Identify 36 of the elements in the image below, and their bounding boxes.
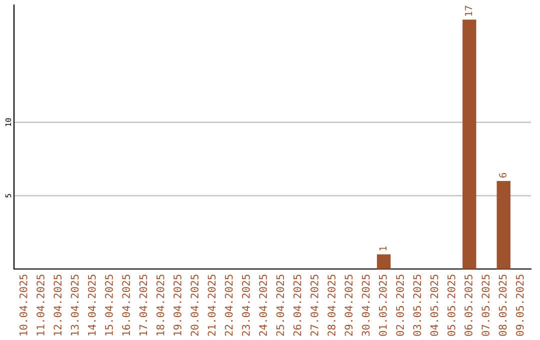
x-tick-label: 22.04.2025: [224, 274, 233, 336]
x-tick-label: 23.04.2025: [242, 274, 250, 336]
data-label: 6: [499, 173, 506, 178]
x-tick-label: 18.04.2025: [156, 274, 164, 336]
x-tick-label: 11.04.2025: [36, 274, 44, 336]
x-tick-label: 28.04.2025: [328, 274, 336, 336]
x-tick-label: 02.05.2025: [396, 274, 404, 336]
x-tick-label: 17.04.2025: [139, 274, 148, 336]
data-label: 1: [379, 246, 386, 250]
x-tick-label: 30.04.2025: [362, 274, 370, 336]
x-tick-label: 15.04.2025: [105, 274, 113, 336]
x-tick-label: 12.04.2025: [54, 274, 62, 336]
x-tick-label: 29.04.2025: [344, 274, 353, 336]
x-tick-label: 03.05.2025: [413, 274, 422, 336]
x-tick-label: 24.04.2025: [259, 274, 267, 336]
x-tick-label: 19.04.2025: [174, 274, 182, 336]
bar: [462, 20, 476, 269]
x-tick-label: 16.04.2025: [122, 274, 130, 336]
x-tick-label: 20.04.2025: [190, 274, 199, 336]
x-tick-label: 25.04.2025: [276, 274, 284, 336]
x-tick-label: 27.04.2025: [310, 274, 318, 336]
x-tick-label: 04.05.2025: [430, 274, 438, 336]
x-tick-label: 06.05.2025: [464, 274, 472, 336]
x-tick-label: 26.04.2025: [293, 274, 302, 336]
bar: [376, 254, 391, 269]
data-label: 17: [464, 6, 472, 16]
x-tick-label: 13.04.2025: [70, 274, 79, 336]
x-tick-label: 21.04.2025: [208, 274, 216, 336]
x-tick-label: 14.04.2025: [88, 274, 96, 336]
x-tick-label: 08.05.2025: [498, 274, 507, 336]
x-tick-label: 01.05.2025: [378, 274, 387, 336]
bar: [496, 181, 510, 269]
x-tick-label: 05.05.2025: [447, 274, 456, 336]
x-tick-label: 07.05.2025: [482, 274, 490, 336]
x-tick-label: 10.04.2025: [19, 274, 28, 336]
x-tick-label: 09.05.2025: [516, 274, 524, 336]
